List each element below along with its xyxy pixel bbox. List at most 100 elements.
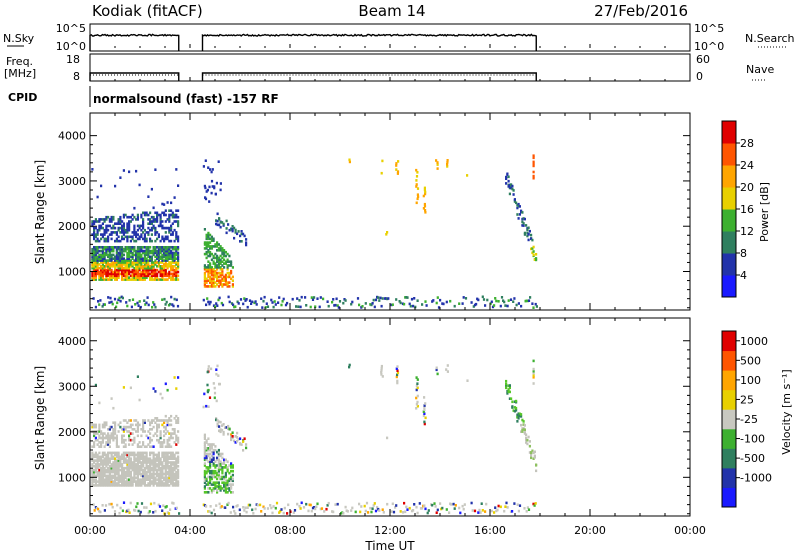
velocity-cell: [96, 453, 99, 457]
power-cell: [173, 274, 176, 278]
velocity-cell: [98, 480, 101, 483]
velocity-cell: [105, 470, 108, 474]
power-cell: [416, 299, 419, 302]
power-colorbar-tick: 20: [740, 181, 754, 194]
power-cell: [91, 233, 94, 236]
velocity-cell: [121, 453, 124, 457]
velocity-cell: [105, 453, 108, 457]
power-cell: [101, 253, 104, 257]
velocity-cell: [171, 457, 174, 460]
power-cell: [142, 246, 145, 249]
power-cell: [446, 165, 449, 168]
velocity-cell: [143, 421, 146, 424]
velocity-cell: [150, 421, 153, 424]
power-cell: [136, 246, 139, 249]
power-cell: [272, 305, 275, 309]
velocity-cell: [214, 481, 217, 484]
velocity-cell: [157, 466, 160, 470]
power-cell: [114, 239, 117, 243]
velocity-cell: [226, 503, 229, 506]
velocity-cell: [230, 477, 233, 481]
power-cell: [96, 246, 99, 249]
velocity-cell: [128, 461, 131, 464]
velocity-cell: [129, 463, 132, 466]
velocity-cell: [239, 442, 242, 446]
power-cell: [222, 224, 225, 227]
velocity-cell: [210, 458, 213, 462]
velocity-cell: [110, 476, 113, 480]
velocity-cell: [230, 462, 233, 465]
power-cell: [157, 263, 160, 266]
velocity-cell: [372, 504, 375, 507]
velocity-cell: [124, 461, 127, 464]
power-cell: [503, 300, 506, 304]
power-cell: [212, 275, 215, 279]
velocity-cell: [242, 449, 245, 452]
power-cell: [331, 300, 334, 304]
velocity-cell: [115, 434, 118, 438]
velocity-cell: [424, 402, 427, 405]
power-cell: [273, 300, 276, 303]
velocity-cell: [122, 466, 125, 470]
velocity-cell: [153, 501, 156, 505]
velocity-cell: [128, 472, 131, 476]
power-cell: [159, 261, 162, 264]
power-cell: [131, 255, 134, 259]
velocity-cell: [205, 469, 208, 473]
power-cell: [149, 228, 152, 232]
power-cell: [170, 239, 173, 243]
power-cell: [446, 159, 449, 162]
power-cell: [136, 215, 139, 219]
velocity-cell: [530, 451, 533, 454]
velocity-cell: [154, 417, 157, 420]
velocity-cell: [143, 472, 146, 476]
power-cell: [171, 276, 174, 279]
velocity-cell: [101, 451, 104, 455]
velocity-cell: [156, 470, 159, 474]
power-cell: [129, 239, 132, 243]
power-cell: [175, 213, 178, 217]
velocity-cell: [516, 413, 519, 417]
power-cell: [164, 231, 167, 234]
power-cell: [369, 303, 372, 306]
velocity-cell: [207, 405, 210, 408]
velocity-cell: [166, 470, 169, 474]
power-cell: [105, 215, 108, 219]
power-cell: [231, 229, 234, 233]
power-cell: [527, 238, 530, 242]
power-cell: [124, 228, 127, 232]
power-cell: [173, 228, 176, 232]
velocity-cell: [231, 473, 234, 477]
power-cell: [175, 274, 178, 278]
power-cell: [126, 215, 129, 219]
velocity-cell: [168, 455, 171, 459]
power-cell: [209, 241, 212, 244]
velocity-cell: [135, 482, 138, 485]
power-cell: [150, 249, 153, 253]
power-cell: [210, 239, 213, 242]
velocity-cell: [112, 476, 115, 480]
velocity-cell: [161, 445, 164, 448]
velocity-cell: [219, 477, 222, 481]
velocity-cell: [91, 480, 94, 483]
power-cell: [112, 226, 115, 230]
power-cell: [142, 249, 145, 253]
velocity-cell: [499, 505, 502, 509]
power-cell: [101, 246, 104, 249]
power-cell: [99, 299, 102, 302]
velocity-cell: [140, 474, 143, 478]
velocity-cell: [210, 454, 213, 458]
velocity-cell: [173, 472, 176, 476]
power-cell: [121, 265, 124, 268]
velocity-cell: [142, 425, 145, 429]
power-cell: [140, 259, 143, 262]
power-cell: [114, 222, 117, 225]
velocity-cell: [205, 404, 208, 408]
power-cell: [296, 297, 299, 300]
power-cell: [157, 278, 160, 281]
velocity-cell: [145, 445, 148, 448]
velocity-cell: [171, 432, 174, 435]
velocity-cell: [133, 466, 136, 470]
power-cell: [432, 299, 435, 302]
power-cell: [210, 273, 213, 277]
